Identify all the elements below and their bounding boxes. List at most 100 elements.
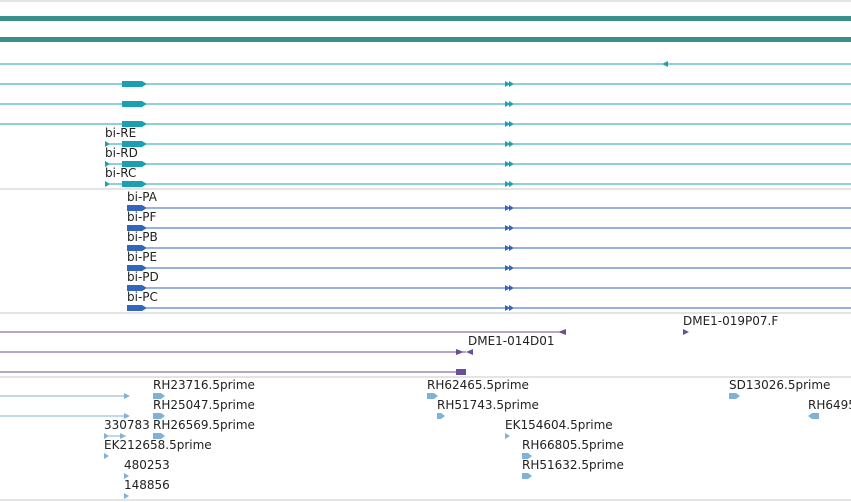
arrow-right-icon: [124, 393, 130, 399]
transcript-feature[interactable]: [105, 141, 851, 147]
arrow-left-icon: [466, 349, 473, 355]
arrow-right-icon: [509, 141, 514, 147]
arrow-right-icon: [505, 81, 510, 87]
gene-span-bar[interactable]: [0, 37, 851, 42]
transcript-feature[interactable]: [105, 161, 851, 167]
cdna-label: EK154604.5prime: [505, 418, 613, 432]
transcript-feature[interactable]: [0, 121, 851, 127]
exon-block: [122, 181, 147, 187]
cdna-feature[interactable]: [124, 493, 129, 499]
arrow-right-icon: [505, 161, 510, 167]
arrow-right-icon: [505, 285, 510, 291]
clone-feature[interactable]: [0, 329, 566, 335]
arrow-right-icon: [509, 225, 514, 231]
arrow-right-icon: [505, 181, 510, 187]
arrow-right-icon: [104, 433, 109, 439]
arrow-right-icon: [505, 205, 510, 211]
cdna-feature[interactable]: [729, 393, 740, 399]
arrow-right-icon: [509, 265, 514, 271]
exon-block: [127, 245, 147, 251]
clone-label: DME1-019P07.F: [683, 314, 778, 328]
protein-feature[interactable]: [127, 305, 851, 311]
cdna-feature[interactable]: [104, 453, 109, 459]
clone-feature[interactable]: [683, 329, 689, 335]
cdna-label: RH62465.5prime: [427, 378, 529, 392]
exon-block: [122, 141, 147, 147]
transcript-feature[interactable]: [0, 101, 851, 107]
cdna-label: RH51632.5prime: [522, 458, 624, 472]
cdna-track: RH23716.5prime RH25047.5prime 330783 RH2…: [0, 378, 851, 499]
cdna-feature[interactable]: [104, 433, 126, 439]
arrow-left-icon: [558, 329, 566, 335]
arrow-right-icon: [509, 101, 514, 107]
cdna-label: SD13026.5prime: [729, 378, 830, 392]
arrow-right-icon: [105, 161, 110, 167]
protein-feature[interactable]: [127, 245, 851, 251]
clone-feature[interactable]: [0, 369, 466, 375]
cdna-feature[interactable]: [153, 393, 165, 399]
protein-feature[interactable]: [127, 285, 851, 291]
exon-block: [122, 81, 147, 87]
arrow-right-icon: [505, 121, 510, 127]
cdna-feature[interactable]: [0, 393, 130, 399]
exon-block: [127, 305, 147, 311]
cdna-feature[interactable]: [153, 413, 165, 419]
cdna-feature[interactable]: [427, 393, 438, 399]
transcript-feature[interactable]: [0, 81, 851, 87]
arrow-right-icon: [683, 329, 689, 335]
arrow-right-icon: [105, 141, 110, 147]
protein-label: bi-PB: [127, 230, 158, 244]
arrow-right-icon: [505, 225, 510, 231]
gene-span-bar[interactable]: [0, 16, 851, 21]
arrow-right-icon: [509, 285, 514, 291]
arrow-right-icon: [509, 121, 514, 127]
cdna-feature[interactable]: [522, 453, 532, 459]
exon-block: [127, 285, 147, 291]
transcripts-blue-track: bi-PA bi-PF bi-PB bi-PE bi-P: [127, 190, 851, 311]
exon-block: [127, 265, 147, 271]
cdna-feature[interactable]: [437, 413, 445, 419]
exon-block: [127, 205, 147, 211]
arrow-right-icon: [120, 433, 126, 439]
arrow-right-icon: [505, 265, 510, 271]
cdna-label: RH6495: [808, 398, 851, 412]
cdna-feature[interactable]: [522, 473, 532, 479]
arrow-right-icon: [509, 305, 514, 311]
arrow-right-icon: [505, 141, 510, 147]
transcript-label: bi-RE: [105, 126, 136, 140]
cdna-feature[interactable]: [124, 473, 129, 479]
cdna-feature[interactable]: [808, 413, 819, 419]
clones-track: DME1-019P07.F DME1-014D01: [0, 314, 778, 375]
arrow-right-icon: [456, 349, 464, 355]
arrow-right-icon: [505, 305, 510, 311]
cdna-label: RH51743.5prime: [437, 398, 539, 412]
clone-feature[interactable]: [0, 349, 473, 355]
protein-feature[interactable]: [127, 225, 851, 231]
cdna-feature[interactable]: [505, 433, 510, 439]
cdna-feature[interactable]: [153, 433, 165, 439]
arrow-right-icon: [509, 161, 514, 167]
protein-label: bi-PD: [127, 270, 159, 284]
transcript-label: bi-RD: [105, 146, 138, 160]
cdna-label: RH23716.5prime: [153, 378, 255, 392]
protein-feature[interactable]: [127, 265, 851, 271]
protein-feature[interactable]: [127, 205, 851, 211]
exon-block: [122, 161, 147, 167]
arrow-left-icon: [662, 61, 668, 67]
cdna-label: 148856: [124, 478, 170, 492]
cdna-label: EK212658.5prime: [104, 438, 212, 452]
protein-label: bi-PA: [127, 190, 158, 204]
cdna-feature[interactable]: [0, 413, 130, 419]
cdna-label: RH66805.5prime: [522, 438, 624, 452]
clone-label: DME1-014D01: [468, 334, 555, 348]
protein-label: bi-PC: [127, 290, 158, 304]
arrow-right-icon: [509, 245, 514, 251]
arrow-right-icon: [505, 101, 510, 107]
arrow-right-icon: [505, 245, 510, 251]
transcript-feature[interactable]: [0, 61, 851, 67]
transcript-feature[interactable]: [105, 181, 851, 187]
protein-label: bi-PE: [127, 250, 157, 264]
arrow-right-icon: [105, 181, 110, 187]
arrow-right-icon: [509, 205, 514, 211]
